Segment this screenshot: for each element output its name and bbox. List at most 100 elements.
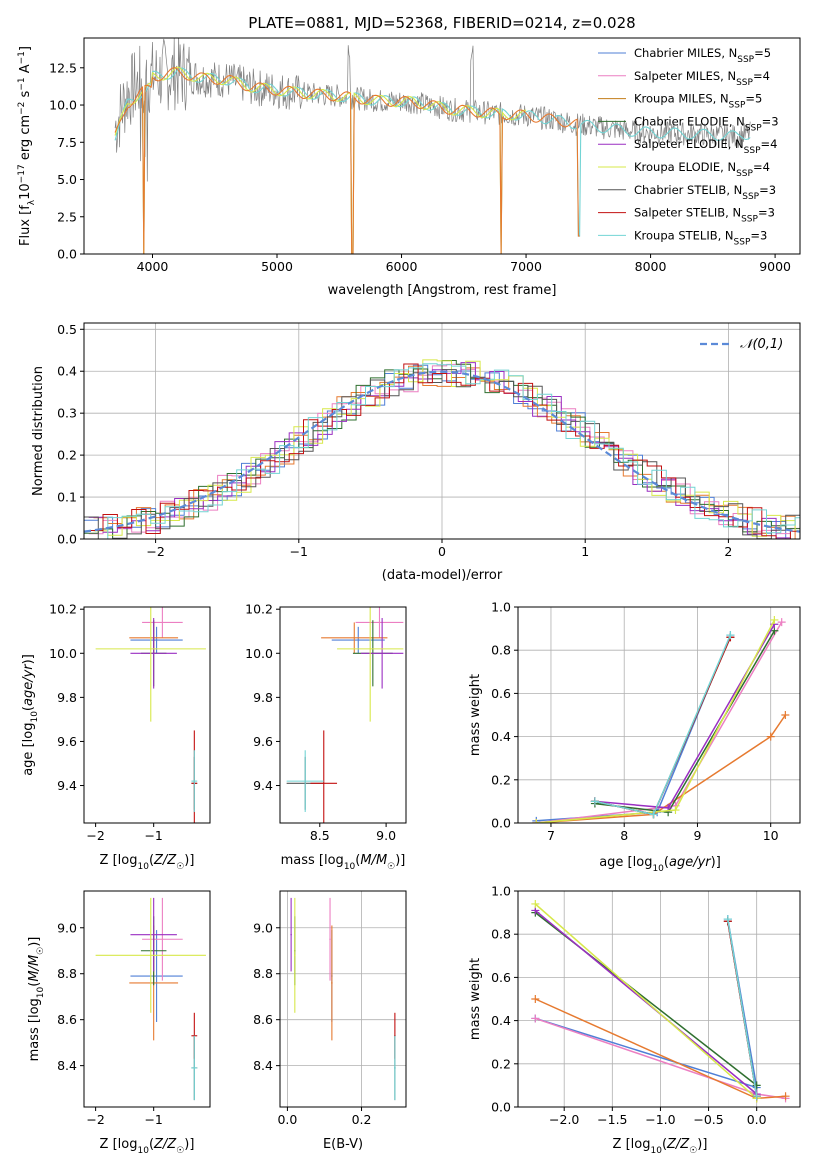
x-tick-label: 7000 [510, 259, 542, 274]
histogram-series [88, 362, 800, 539]
axes-frame [517, 890, 801, 1108]
weight-vs-age-panel: 7 8 9 10 0.0 0.2 0.4 0.6 0.8 1.0 age [log10(age/yr… [468, 600, 801, 874]
legend-entry: Chabrier ELODIE, NSSP=3 [634, 114, 779, 133]
x-tick-label: −1 [144, 1112, 162, 1127]
legend-entry: 𝒩(0,1) [740, 337, 783, 352]
x-axis-label: Z [log10(Z/Z☉)] [613, 1137, 708, 1156]
y-tick-label: 10.2 [49, 602, 77, 617]
y-tick-label: 0.8 [491, 927, 511, 942]
legend-entry: Chabrier STELIB, NSSP=3 [634, 183, 776, 202]
x-tick-label: −2 [86, 828, 104, 843]
y-tick-label: 8.6 [253, 1012, 273, 1027]
y-tick-label: 0.5 [57, 322, 77, 337]
weight-marker [752, 1092, 761, 1101]
y-tick-label: 9.8 [253, 690, 273, 705]
x-tick-label: −1 [290, 544, 308, 559]
y-tick-label: 0.0 [57, 247, 77, 262]
x-axis-label: Z [log10(Z/Z☉)] [100, 853, 195, 872]
model-line [114, 67, 751, 254]
weight-series [534, 903, 758, 1099]
histogram-series [93, 359, 800, 537]
weight-marker [723, 915, 732, 924]
plot-area [84, 359, 800, 539]
x-tick-label: 0 [438, 544, 446, 559]
weight-marker [671, 806, 680, 815]
y-axis-label: Flux [fλ10−17 erg cm−2 s−1 A−1] [17, 46, 37, 246]
plot-area [290, 897, 396, 1101]
y-tick-label: 0.2 [491, 772, 511, 787]
x-tick-label: 4000 [137, 259, 169, 274]
x-tick-label: 9 [693, 828, 701, 843]
histogram-series [88, 363, 800, 539]
plot-area [95, 897, 206, 1101]
y-tick-label: 9.4 [253, 778, 273, 793]
legend-entry: Kroupa STELIB, NSSP=3 [634, 228, 767, 247]
x-tick-label: −1 [144, 828, 162, 843]
legend-entry: Kroupa MILES, NSSP=5 [634, 92, 762, 111]
y-tick-label: 0.3 [57, 406, 77, 421]
age-vs-mass-panel: 8.5 9.0 9.4 9.6 9.8 10.0 10.2 mass [log10(M/M☉)… [245, 602, 407, 872]
weight-series [594, 634, 732, 816]
model-line [114, 66, 527, 254]
x-tick-label: −0.5 [693, 1112, 723, 1127]
histogram-series [93, 363, 800, 539]
x-tick-label: 1 [581, 544, 589, 559]
y-tick-label: 0.2 [491, 1056, 511, 1071]
x-tick-label: −2 [86, 1112, 104, 1127]
figure-title: PLATE=0881, MJD=52368, FIBERID=0214, z=0… [248, 14, 635, 32]
y-tick-label: 0.1 [57, 490, 77, 505]
axes-frame [279, 890, 407, 1108]
x-tick-label: −2.0 [549, 1112, 579, 1127]
plot-area [532, 615, 790, 823]
axes-frame [83, 606, 211, 824]
y-axis-label: Normed distribution [31, 366, 46, 496]
y-tick-label: 10.0 [49, 646, 77, 661]
x-tick-label: 0.2 [352, 1112, 372, 1127]
panels: 4000 5000 6000 7000 8000 90000.02.55.07.510.0… [17, 37, 801, 1156]
y-tick-label: 7.5 [57, 135, 77, 150]
x-tick-label: −1.5 [597, 1112, 627, 1127]
spectrum-data-line [114, 38, 751, 182]
axes-frame [83, 37, 801, 255]
plot-area [95, 607, 206, 823]
x-axis-label: E(B-V) [323, 1137, 363, 1152]
weight-series [594, 636, 732, 816]
weight-marker [770, 615, 779, 624]
weight-series [594, 636, 732, 816]
weight-series [727, 918, 758, 1097]
normal-curve [84, 370, 800, 533]
weight-series [536, 714, 787, 823]
weight-marker [531, 899, 540, 908]
plot-area [114, 38, 751, 254]
y-tick-label: 1.0 [491, 600, 511, 615]
x-tick-label: 8 [620, 828, 628, 843]
y-tick-label: 9.6 [253, 734, 273, 749]
age-vs-Z-panel: −2 −1 9.4 9.6 9.8 10.0 10.2 Z [log10(Z/Z☉)] age … [21, 602, 211, 872]
legend-entry: Kroupa ELODIE, NSSP=4 [634, 160, 770, 179]
plot-area [531, 899, 790, 1103]
x-axis-label: mass [log10(M/M☉)] [281, 853, 406, 872]
y-tick-label: 1.0 [491, 884, 511, 899]
x-axis-label: Z [log10(Z/Z☉)] [100, 1137, 195, 1156]
y-axis-label: mass [log10(M/M☉)] [27, 937, 46, 1062]
weight-marker [781, 711, 790, 719]
x-tick-label: 8.5 [310, 828, 330, 843]
x-tick-label: 5000 [261, 259, 293, 274]
weight-vs-Z-panel: −2.0 −1.5 −1.0 −0.5 0.0 0.0 0.2 0.4 0.6 0.8 1.0 Z [… [468, 884, 801, 1156]
weight-marker [531, 995, 540, 1003]
weight-marker [649, 810, 658, 819]
y-tick-label: 9.0 [253, 920, 273, 935]
weight-marker [726, 631, 735, 640]
x-tick-label: 0.0 [277, 1112, 297, 1127]
y-tick-label: 8.8 [57, 966, 77, 981]
y-tick-label: 9.4 [57, 778, 77, 793]
x-tick-label: −1.0 [645, 1112, 675, 1127]
weight-marker [766, 732, 775, 741]
x-tick-label: 6000 [386, 259, 418, 274]
legend-entry: Salpeter ELODIE, NSSP=4 [634, 137, 777, 156]
weight-marker [781, 1092, 790, 1101]
y-tick-label: 2.5 [57, 209, 77, 224]
axes-frame [279, 606, 407, 824]
weight-marker [777, 618, 786, 627]
